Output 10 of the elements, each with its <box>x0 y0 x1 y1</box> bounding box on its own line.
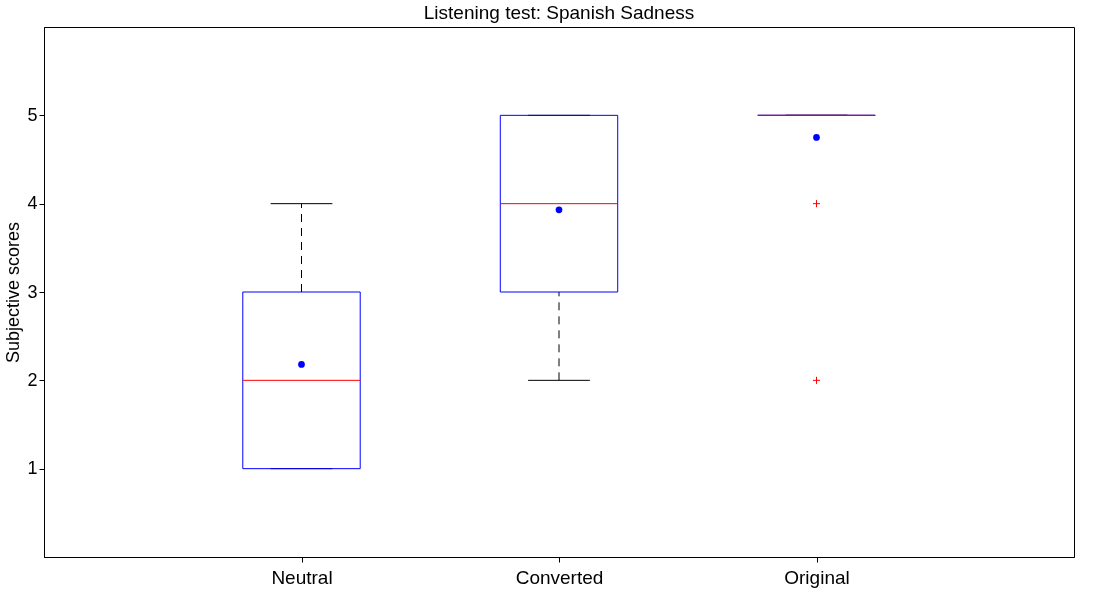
x-tick-label: Neutral <box>271 566 333 588</box>
y-tick-label: 2 <box>27 369 38 390</box>
y-tick-label: 4 <box>27 193 38 214</box>
y-tick-label: 1 <box>27 458 38 479</box>
y-tick-label: 5 <box>27 104 38 125</box>
y-tick-label: 3 <box>27 281 38 302</box>
chart-title: Listening test: Spanish Sadness <box>423 2 695 23</box>
x-tick-label: Original <box>784 566 850 588</box>
x-tick-label: Converted <box>515 566 604 588</box>
y-axis-title: Subjective scores <box>3 221 24 364</box>
